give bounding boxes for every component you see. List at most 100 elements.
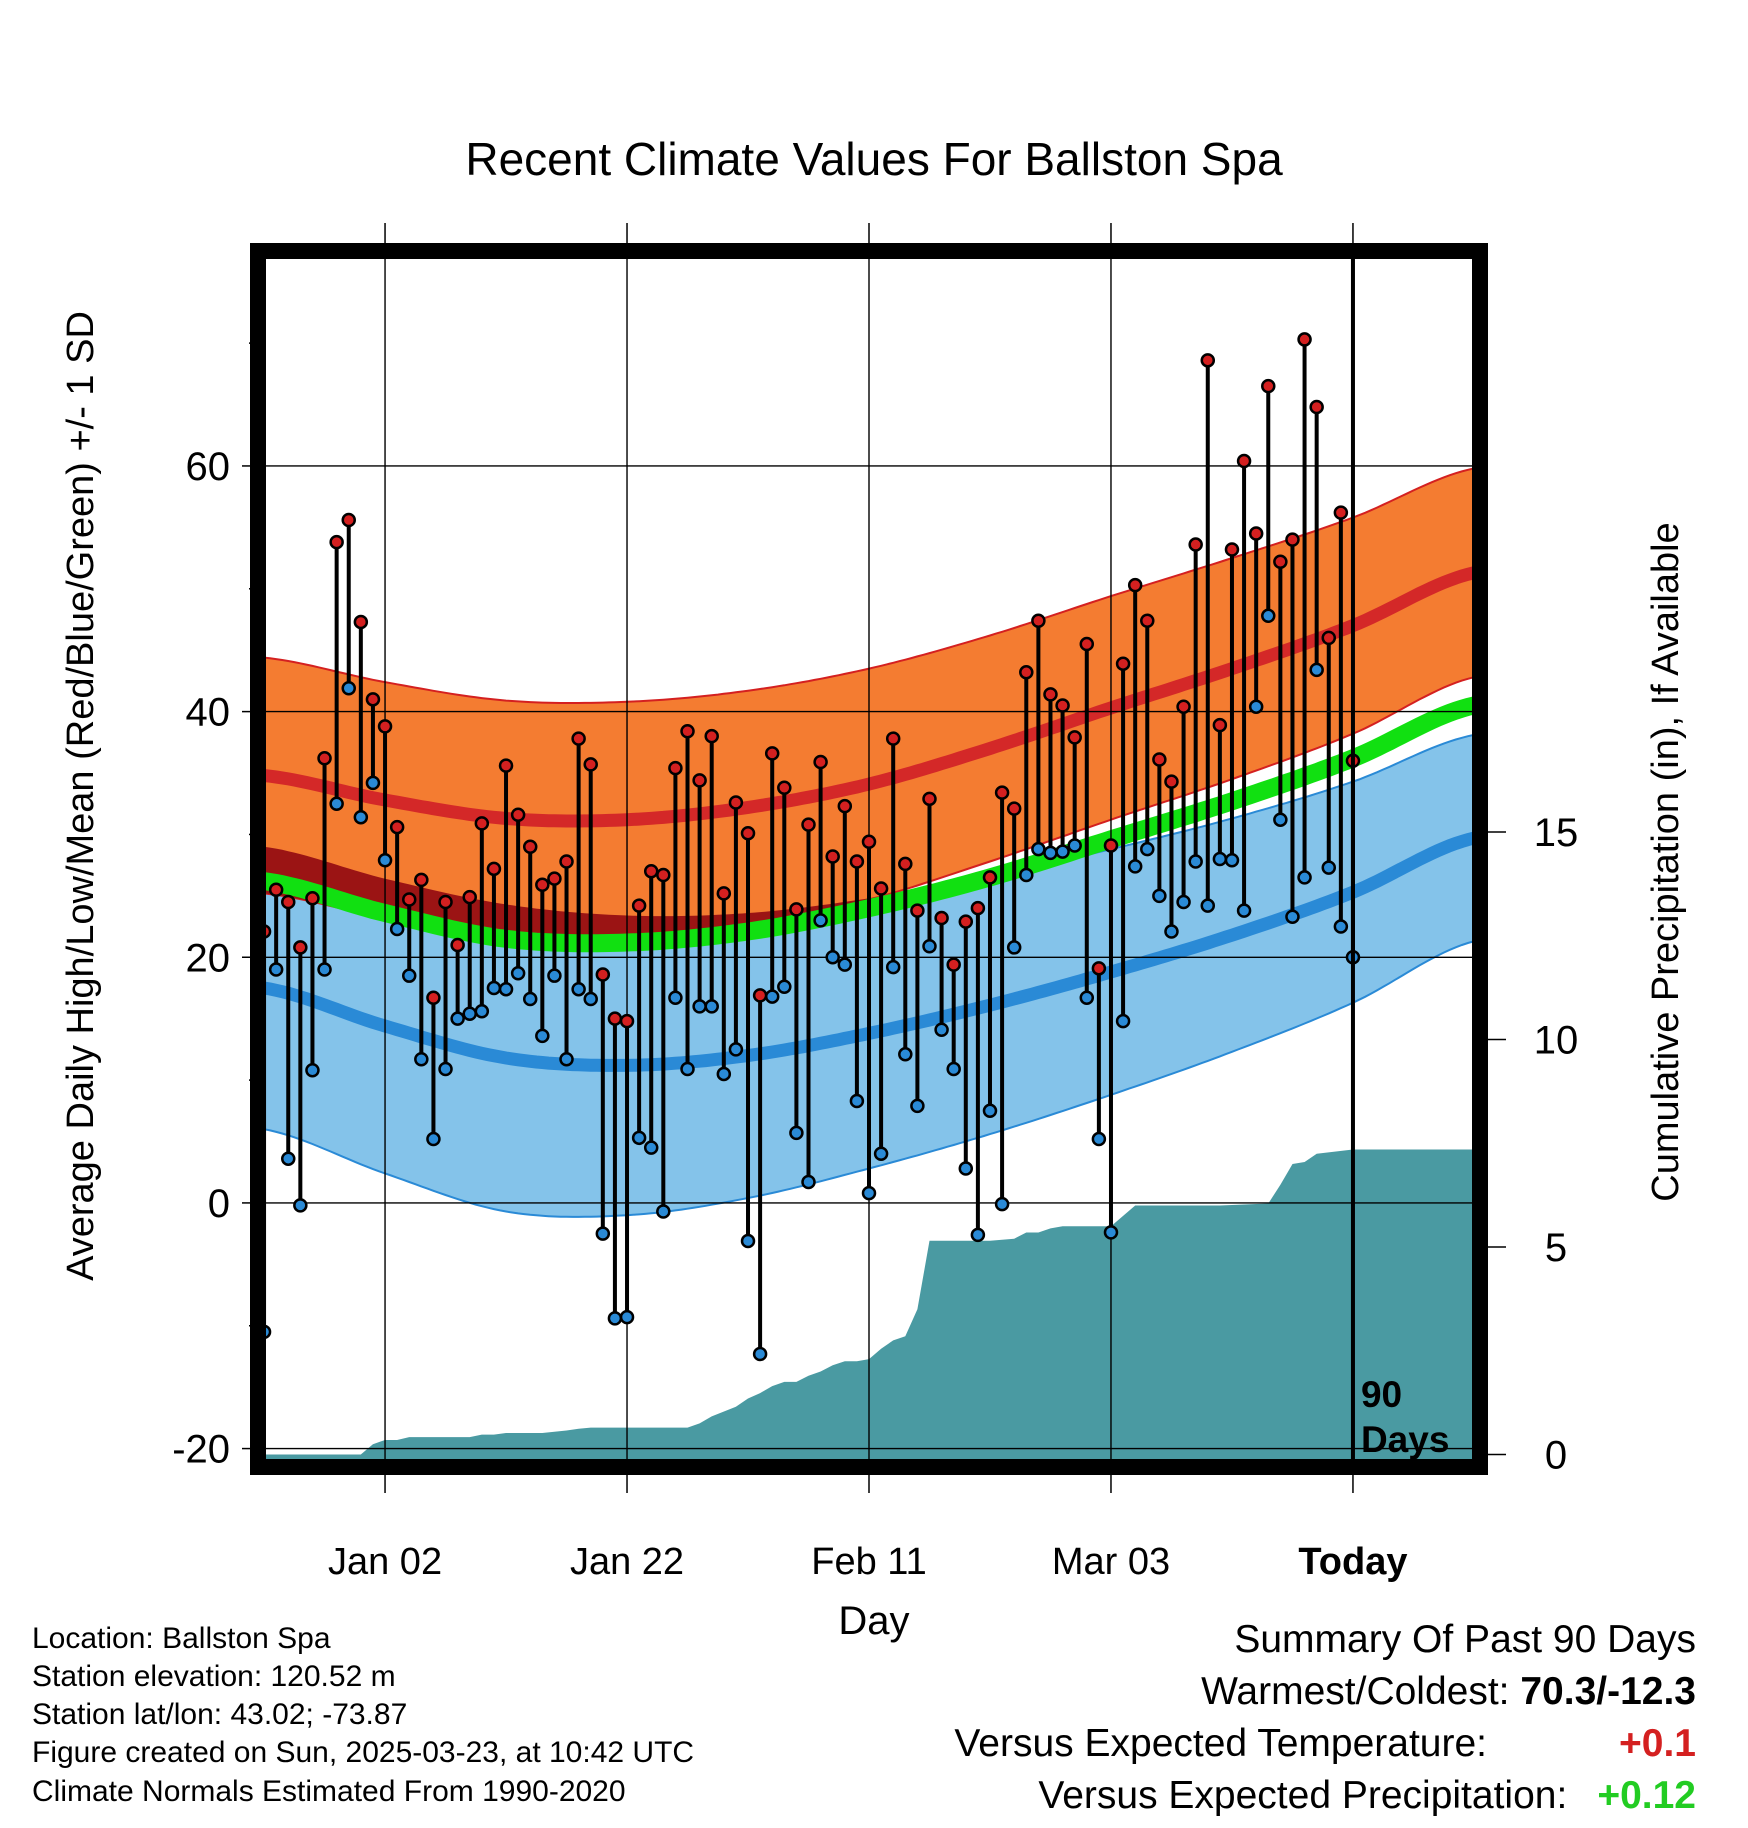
low-point (547, 968, 562, 983)
high-point (1055, 698, 1070, 713)
high-point (716, 886, 732, 901)
low-point (813, 913, 828, 928)
precip-label: Versus Expected Precipitation: (1038, 1774, 1568, 1817)
low-point (1164, 924, 1179, 939)
low-point (1079, 990, 1095, 1006)
low-point (1261, 608, 1276, 624)
y2-axis-label: Cumulative Precipitation (in), If Availa… (1645, 522, 1687, 1201)
high-point (426, 990, 441, 1006)
high-point (910, 903, 925, 918)
low-point (426, 1131, 441, 1147)
low-point (317, 962, 332, 977)
y-tick-label: 60 (186, 445, 231, 489)
x-tick-label: Mar 03 (1052, 1541, 1170, 1583)
low-point (643, 1140, 659, 1155)
plot-frame (250, 243, 1488, 1475)
high-point (547, 871, 562, 886)
high-point (970, 900, 986, 916)
y-tick-label: 0 (208, 1182, 230, 1226)
low-point (752, 1346, 768, 1362)
high-point (1164, 774, 1179, 789)
low-point (1115, 1013, 1131, 1029)
summary-warm-cold: Warmest/Coldest: 70.3/-12.3 (1201, 1670, 1696, 1714)
low-point (450, 1011, 465, 1026)
high-point (668, 760, 683, 776)
high-point (305, 891, 320, 906)
low-point (825, 950, 840, 965)
low-point (861, 1185, 877, 1201)
high-point (849, 854, 865, 869)
precip-area (264, 1149, 1474, 1467)
high-point (1152, 752, 1167, 767)
low-point (837, 957, 853, 972)
low-point (365, 775, 381, 791)
high-point (474, 816, 490, 831)
low-point (401, 968, 417, 983)
low-point (1152, 888, 1167, 904)
low-point (559, 1051, 574, 1067)
high-point (692, 773, 707, 788)
high-point (1236, 453, 1252, 469)
high-point (680, 724, 695, 739)
low-point (1297, 870, 1312, 885)
high-point (1140, 613, 1155, 628)
high-point (752, 988, 768, 1003)
y-tick-label: 40 (186, 691, 231, 735)
low-point (631, 1130, 647, 1146)
high-point (1321, 630, 1337, 646)
low-point (595, 1226, 611, 1241)
low-point (389, 921, 405, 937)
low-point (1091, 1131, 1107, 1147)
summary-precip: Versus Expected Precipitation: +0.12 (1038, 1774, 1696, 1818)
low-point (293, 1198, 308, 1213)
low-point (982, 1103, 998, 1119)
low-point (377, 852, 393, 868)
low-point (1019, 867, 1034, 883)
low-point (789, 1125, 804, 1141)
x-tick-label: Feb 11 (811, 1541, 926, 1583)
high-point (982, 870, 998, 885)
latlon-text: Station lat/lon: 43.02; -73.87 (32, 1698, 408, 1731)
low-point (607, 1311, 623, 1326)
low-point (414, 1051, 429, 1067)
low-point (777, 979, 792, 994)
high-point (377, 719, 393, 734)
low-point (571, 981, 586, 997)
high-point (1188, 537, 1203, 552)
low-point (341, 681, 356, 696)
low-point (656, 1204, 671, 1219)
high-point (656, 867, 671, 883)
high-point (389, 819, 405, 835)
low-point (680, 1061, 695, 1077)
x-axis-label: Day (838, 1599, 909, 1643)
low-point (1188, 854, 1203, 869)
high-point (1031, 613, 1046, 628)
high-point (861, 834, 877, 850)
high-point (1019, 665, 1034, 680)
high-point (704, 728, 719, 744)
high-point (571, 731, 586, 746)
high-point (619, 1013, 635, 1029)
low-point (873, 1146, 889, 1162)
high-point (1079, 636, 1095, 652)
high-point (1127, 577, 1143, 593)
normals-text: Climate Normals Estimated From 1990-2020 (32, 1775, 626, 1808)
high-point (438, 894, 453, 910)
high-point (1115, 656, 1131, 671)
high-point (934, 910, 949, 926)
low-point (353, 809, 369, 825)
high-point (365, 692, 381, 707)
summary-temp: Versus Expected Temperature: +0.1 (954, 1722, 1696, 1766)
low-point (474, 1004, 490, 1019)
low-point (885, 959, 901, 975)
high-point (1297, 332, 1312, 347)
low-point (1006, 940, 1022, 955)
high-point (1224, 542, 1240, 557)
high-point (777, 780, 792, 796)
low-point (498, 981, 514, 997)
high-point (1091, 961, 1107, 976)
low-point (1273, 812, 1288, 827)
y-tick-label: -20 (172, 1428, 230, 1472)
low-point (958, 1161, 974, 1176)
low-point (1333, 919, 1349, 934)
